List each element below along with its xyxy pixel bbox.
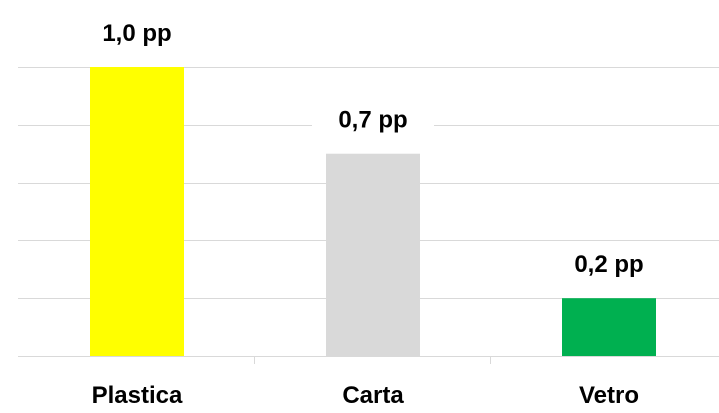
category-labels: Plastica Carta Vetro (92, 382, 639, 409)
x-tick-label-vetro: Vetro (579, 382, 639, 409)
data-label-background (76, 17, 198, 47)
data-label-carta: 0,7 pp (338, 107, 407, 134)
x-axis-ticks (254, 356, 491, 364)
x-tick-label-carta: Carta (342, 382, 404, 409)
bar-vetro (562, 298, 656, 356)
x-tick-label-plastica: Plastica (92, 382, 183, 409)
data-label-background (548, 248, 670, 279)
bars (90, 67, 656, 356)
data-labels: 1,0 pp 0,7 pp 0,2 pp (76, 17, 670, 279)
data-label-background (312, 103, 434, 134)
bar-plastica (90, 67, 184, 356)
data-label-vetro: 0,2 pp (574, 251, 643, 278)
bar-carta (326, 153, 420, 356)
data-label-plastica: 1,0 pp (102, 20, 171, 47)
